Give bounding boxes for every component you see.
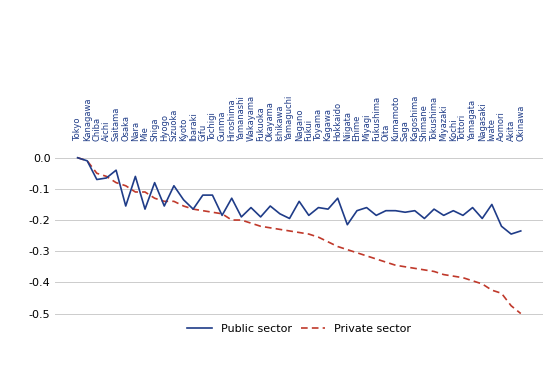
Private sector — [392, 263, 399, 267]
Public sector — [460, 213, 466, 218]
Public sector — [440, 213, 447, 218]
Public sector — [190, 207, 197, 211]
Public sector — [103, 176, 110, 180]
Private sector — [248, 221, 254, 226]
Private sector — [276, 227, 283, 232]
Public sector — [383, 208, 389, 213]
Line: Public sector: Public sector — [78, 158, 521, 234]
Line: Private sector: Private sector — [78, 158, 521, 313]
Public sector — [335, 196, 341, 200]
Public sector — [276, 212, 283, 216]
Public sector — [392, 208, 399, 213]
Private sector — [122, 184, 129, 188]
Public sector — [353, 208, 360, 213]
Private sector — [479, 282, 485, 286]
Private sector — [469, 279, 476, 283]
Private sector — [113, 180, 120, 185]
Private sector — [353, 251, 360, 255]
Public sector — [199, 193, 206, 197]
Public sector — [94, 177, 100, 182]
Public sector — [517, 229, 524, 233]
Private sector — [315, 235, 322, 239]
Public sector — [373, 213, 379, 218]
Public sector — [122, 204, 129, 208]
Public sector — [286, 216, 293, 221]
Private sector — [460, 275, 466, 280]
Public sector — [257, 215, 264, 219]
Public sector — [421, 216, 428, 221]
Public sector — [363, 205, 370, 210]
Private sector — [190, 207, 197, 211]
Private sector — [238, 218, 245, 222]
Public sector — [450, 208, 456, 213]
Private sector — [199, 208, 206, 213]
Private sector — [430, 269, 437, 274]
Public sector — [325, 207, 331, 211]
Private sector — [74, 156, 81, 160]
Public sector — [430, 207, 437, 211]
Private sector — [171, 199, 177, 203]
Public sector — [469, 205, 476, 210]
Public sector — [498, 224, 505, 229]
Private sector — [363, 254, 370, 258]
Public sector — [296, 199, 302, 203]
Private sector — [421, 268, 428, 272]
Public sector — [132, 174, 138, 179]
Public sector — [315, 205, 322, 210]
Public sector — [248, 205, 254, 210]
Private sector — [132, 190, 138, 194]
Private sector — [257, 224, 264, 229]
Private sector — [103, 174, 110, 179]
Private sector — [305, 232, 312, 236]
Public sector — [161, 204, 168, 208]
Public sector — [209, 193, 216, 197]
Private sector — [84, 159, 90, 163]
Public sector — [113, 168, 120, 172]
Public sector — [151, 180, 158, 185]
Public sector — [142, 207, 148, 211]
Private sector — [498, 291, 505, 295]
Public sector — [508, 232, 515, 236]
Private sector — [180, 204, 187, 208]
Public sector — [228, 196, 235, 200]
Public sector — [489, 202, 495, 207]
Private sector — [151, 196, 158, 200]
Private sector — [450, 274, 456, 278]
Private sector — [228, 218, 235, 222]
Private sector — [267, 226, 274, 230]
Public sector — [267, 204, 274, 208]
Public sector — [238, 215, 245, 219]
Private sector — [94, 171, 100, 175]
Private sector — [209, 210, 216, 215]
Private sector — [412, 266, 418, 271]
Private sector — [335, 244, 341, 249]
Private sector — [517, 311, 524, 316]
Private sector — [383, 260, 389, 264]
Public sector — [74, 156, 81, 160]
Private sector — [373, 257, 379, 261]
Private sector — [161, 199, 168, 203]
Private sector — [325, 240, 331, 244]
Public sector — [412, 208, 418, 213]
Public sector — [305, 213, 312, 218]
Private sector — [286, 229, 293, 233]
Public sector — [84, 159, 90, 163]
Public sector — [219, 213, 225, 218]
Private sector — [142, 190, 148, 194]
Private sector — [489, 288, 495, 292]
Public sector — [344, 223, 351, 227]
Private sector — [219, 212, 225, 216]
Legend: Public sector, Private sector: Public sector, Private sector — [183, 320, 416, 338]
Public sector — [402, 210, 408, 215]
Private sector — [296, 230, 302, 235]
Public sector — [171, 184, 177, 188]
Public sector — [180, 197, 187, 202]
Public sector — [479, 216, 485, 221]
Private sector — [402, 264, 408, 269]
Private sector — [440, 272, 447, 277]
Private sector — [508, 303, 515, 308]
Private sector — [344, 248, 351, 252]
